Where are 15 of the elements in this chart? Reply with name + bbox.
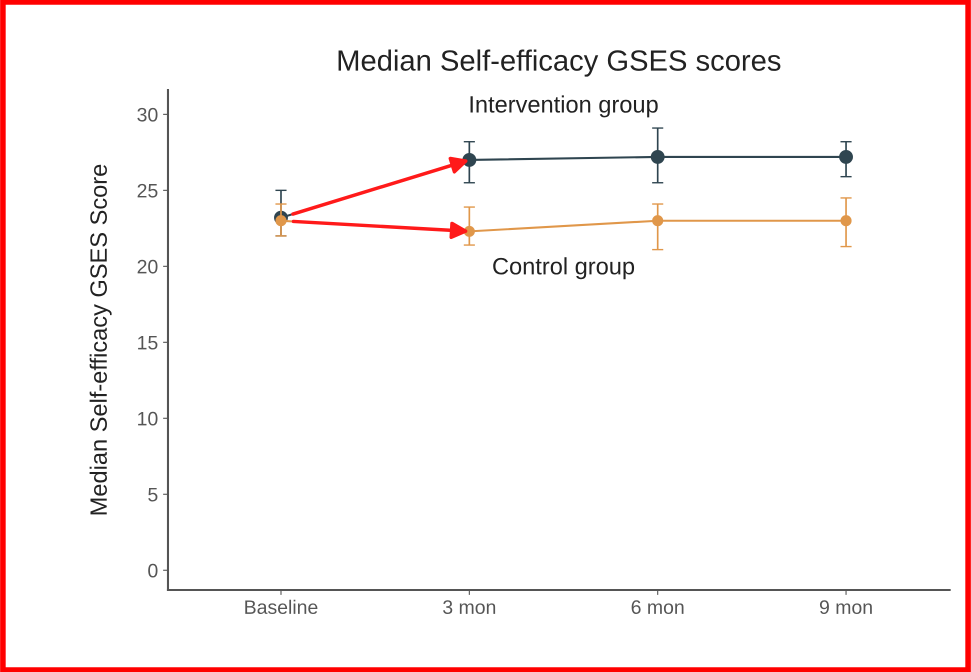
series-label: Intervention group [470, 95, 658, 118]
y-tick-label: 5 [148, 488, 158, 502]
y-tick-label: 30 [137, 108, 158, 122]
x-tick-label: 3 mon [443, 600, 496, 614]
x-tick-label: 9 mon [820, 600, 872, 614]
y-tick-label: 20 [138, 260, 158, 274]
y-tick-label: 10 [138, 412, 158, 426]
y-axis-title: Median Self-efficacy GSES Score [90, 164, 112, 514]
series-label: Control group [493, 257, 634, 280]
y-tick-label: 0 [148, 564, 158, 578]
y-tick-label: 25 [138, 184, 158, 198]
chart-title: Median Self-efficacy GSES scores [338, 49, 780, 77]
x-tick-label: 6 mon [632, 600, 684, 614]
x-tick-label: Baseline [245, 600, 318, 614]
y-tick-label: 15 [138, 336, 158, 350]
